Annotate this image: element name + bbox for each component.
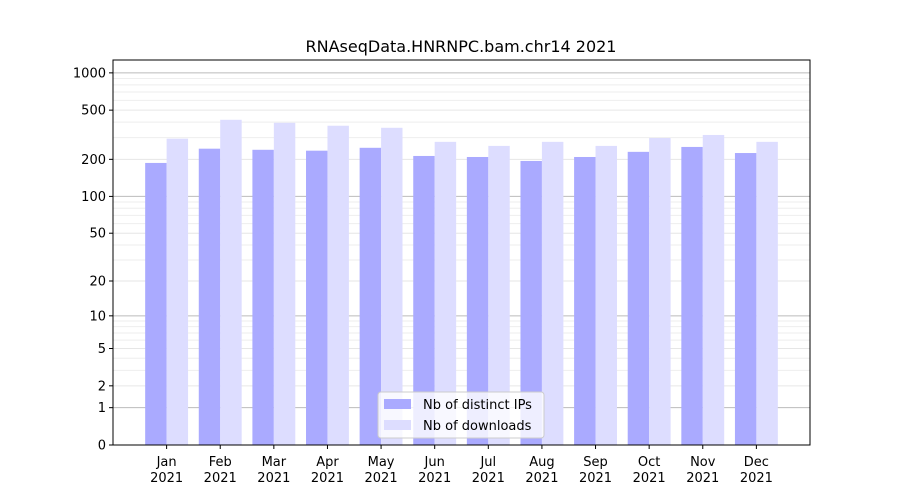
y-tick-label: 20 xyxy=(89,275,106,290)
bar-downloads xyxy=(273,122,296,445)
y-tick-label: 1 xyxy=(98,401,106,416)
bar-distinct-ips xyxy=(198,148,221,445)
legend: Nb of distinct IPs Nb of downloads xyxy=(377,391,545,439)
bar-downloads xyxy=(541,141,564,445)
bar-distinct-ips xyxy=(413,155,435,445)
bar-downloads xyxy=(220,119,242,445)
y-tick-label: 200 xyxy=(81,153,106,168)
bar-downloads xyxy=(595,145,617,445)
y-tick-label: 100 xyxy=(81,190,106,205)
legend-swatch-downloads xyxy=(384,420,411,430)
bar-downloads xyxy=(381,127,403,446)
x-tick-label: Jan 2021 xyxy=(150,455,183,486)
x-tick-label: Mar 2021 xyxy=(257,455,290,486)
chart-title: RNAseqData.HNRNPC.bam.chr14 2021 xyxy=(306,37,617,56)
bar-downloads xyxy=(488,145,510,445)
legend-swatch-distinct-ips xyxy=(384,399,411,409)
bar-distinct-ips xyxy=(145,162,167,445)
x-tick-label: Feb 2021 xyxy=(204,455,237,486)
x-tick-label: Oct 2021 xyxy=(633,455,666,486)
bar-distinct-ips xyxy=(252,149,274,445)
legend-label-distinct-ips: Nb of distinct IPs xyxy=(423,398,532,413)
bar-distinct-ips xyxy=(306,150,328,445)
x-tick-label: Apr 2021 xyxy=(311,455,344,486)
bar-downloads xyxy=(166,138,189,445)
y-tick-label: 5 xyxy=(98,342,106,357)
y-tick-label: 0 xyxy=(98,439,106,454)
bars xyxy=(145,119,778,446)
bar-downloads xyxy=(649,137,671,445)
x-tick-label: Jul 2021 xyxy=(472,455,505,486)
x-tick-label: May 2021 xyxy=(365,455,398,486)
plot-frame xyxy=(112,59,811,446)
x-tick-label: Aug 2021 xyxy=(525,455,558,486)
x-tick-label: Sep 2021 xyxy=(579,455,612,486)
bar-distinct-ips xyxy=(574,156,596,445)
y-axis: 0 1 2 5 10 20 50 100 200 500 1000 xyxy=(73,66,113,454)
legend-label-downloads: Nb of downloads xyxy=(423,419,532,434)
y-tick-label: 500 xyxy=(81,104,106,119)
x-axis: Jan 2021 Feb 2021 Mar 2021 Apr 2021 May 2021 Jun 20… xyxy=(150,445,773,486)
bar-distinct-ips xyxy=(359,147,382,445)
y-tick-label: 50 xyxy=(89,227,106,242)
x-tick-label: Dec 2021 xyxy=(740,455,773,486)
y-tick-label: 2 xyxy=(98,379,106,394)
bar-downloads xyxy=(756,141,778,445)
x-tick-label: Jun 2021 xyxy=(418,455,451,486)
bar-distinct-ips xyxy=(681,146,703,445)
bar-distinct-ips xyxy=(520,160,542,446)
bar-downloads xyxy=(434,141,457,445)
bar-distinct-ips xyxy=(627,151,650,445)
y-tick-label: 1000 xyxy=(73,66,106,81)
y-tick-label: 10 xyxy=(89,309,106,324)
bar-downloads xyxy=(327,125,349,446)
bar-downloads xyxy=(702,134,725,445)
x-tick-label: Nov 2021 xyxy=(686,455,719,486)
bar-distinct-ips xyxy=(734,153,757,445)
bar-distinct-ips xyxy=(466,156,489,445)
